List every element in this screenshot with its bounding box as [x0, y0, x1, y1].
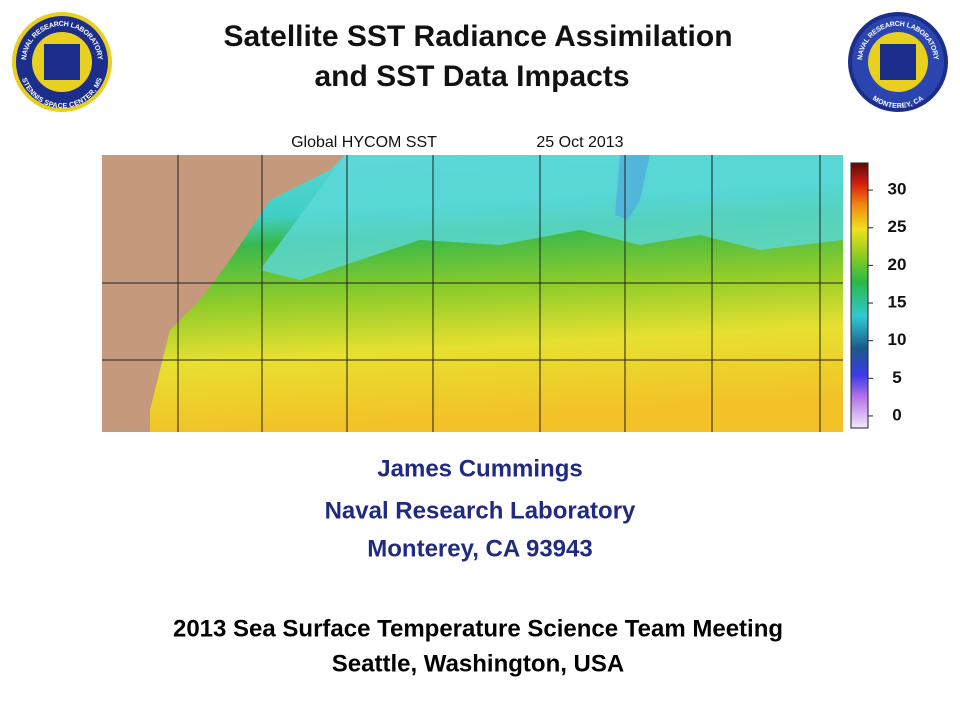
sst-map: [102, 155, 843, 432]
colorbar-tick-label: 25: [888, 217, 907, 236]
title: Satellite SST Radiance Assimilation: [223, 20, 732, 53]
colorbar-tick-label: 30: [888, 180, 907, 199]
meeting-location: Seattle, Washington, USA: [332, 650, 624, 677]
colorbar: [850, 162, 869, 429]
author-affiliation: Naval Research Laboratory: [325, 497, 636, 524]
author-address: Monterey, CA 93943: [367, 535, 592, 562]
colorbar-tick-label: 5: [892, 368, 901, 387]
colorbar-tick-label: 20: [888, 255, 907, 274]
map-caption: Global HYCOM SST: [291, 134, 437, 151]
colorbar-tick-label: 10: [888, 330, 907, 349]
meeting-name: 2013 Sea Surface Temperature Science Tea…: [173, 615, 783, 642]
title: and SST Data Impacts: [314, 60, 629, 93]
colorbar-tick-label: 15: [888, 293, 907, 312]
logo-left: NAVAL RESEARCH LABORATORY STENNIS SPACE …: [12, 12, 112, 112]
map-date: 25 Oct 2013: [536, 134, 623, 151]
logo-right: NAVAL RESEARCH LABORATORY MONTEREY, CA: [848, 12, 948, 112]
colorbar-tick-label: 0: [892, 405, 901, 424]
author-name: James Cummings: [377, 455, 582, 482]
